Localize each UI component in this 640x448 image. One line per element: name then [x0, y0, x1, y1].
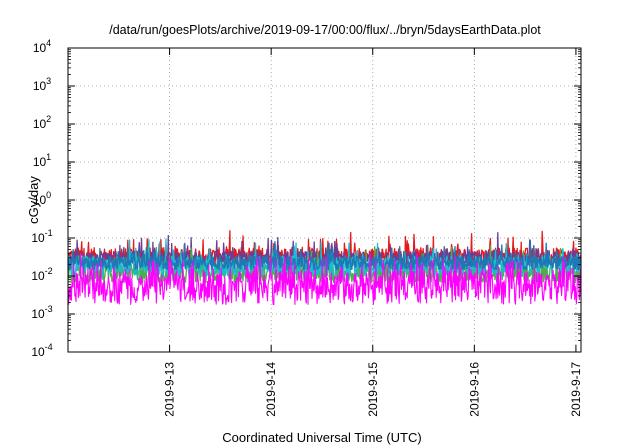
x-tick-label: 2019-9-17 — [569, 362, 583, 417]
y-tick-label: 104 — [33, 38, 51, 55]
y-tick-label: 102 — [33, 114, 51, 131]
y-tick-label: 103 — [33, 76, 51, 93]
y-tick-label: 10-2 — [31, 266, 52, 283]
series-group — [67, 230, 582, 306]
chart-title: /data/run/goesPlots/archive/2019-09-17/0… — [109, 23, 541, 37]
series-line-5 — [67, 239, 582, 271]
y-tick-label: 101 — [33, 152, 51, 169]
x-tick-label: 2019-9-13 — [163, 362, 177, 417]
y-tick-label: 10-3 — [31, 304, 52, 321]
y-axis-label: cGy/day — [26, 176, 41, 224]
x-tick-label: 2019-9-14 — [264, 362, 278, 417]
x-axis-label: Coordinated Universal Time (UTC) — [222, 430, 421, 445]
y-tick-label: 10-1 — [31, 228, 52, 245]
y-tick-label: 100 — [33, 190, 51, 207]
series-line-6 — [67, 252, 582, 306]
x-tick-label: 2019-9-16 — [467, 362, 481, 417]
grid-lines — [68, 48, 581, 352]
x-tick-label: 2019-9-15 — [366, 362, 380, 417]
y-tick-label: 10-4 — [31, 342, 52, 359]
axis-ticks: 10-4 10-3 10-2 10-1 100 101 102 103 104 2019-9-13… — [31, 38, 583, 417]
